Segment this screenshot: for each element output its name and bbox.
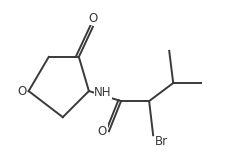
Text: NH: NH	[94, 85, 111, 99]
Text: O: O	[17, 85, 27, 98]
Text: O: O	[88, 12, 97, 25]
Text: Br: Br	[155, 135, 167, 148]
Text: O: O	[97, 125, 106, 138]
